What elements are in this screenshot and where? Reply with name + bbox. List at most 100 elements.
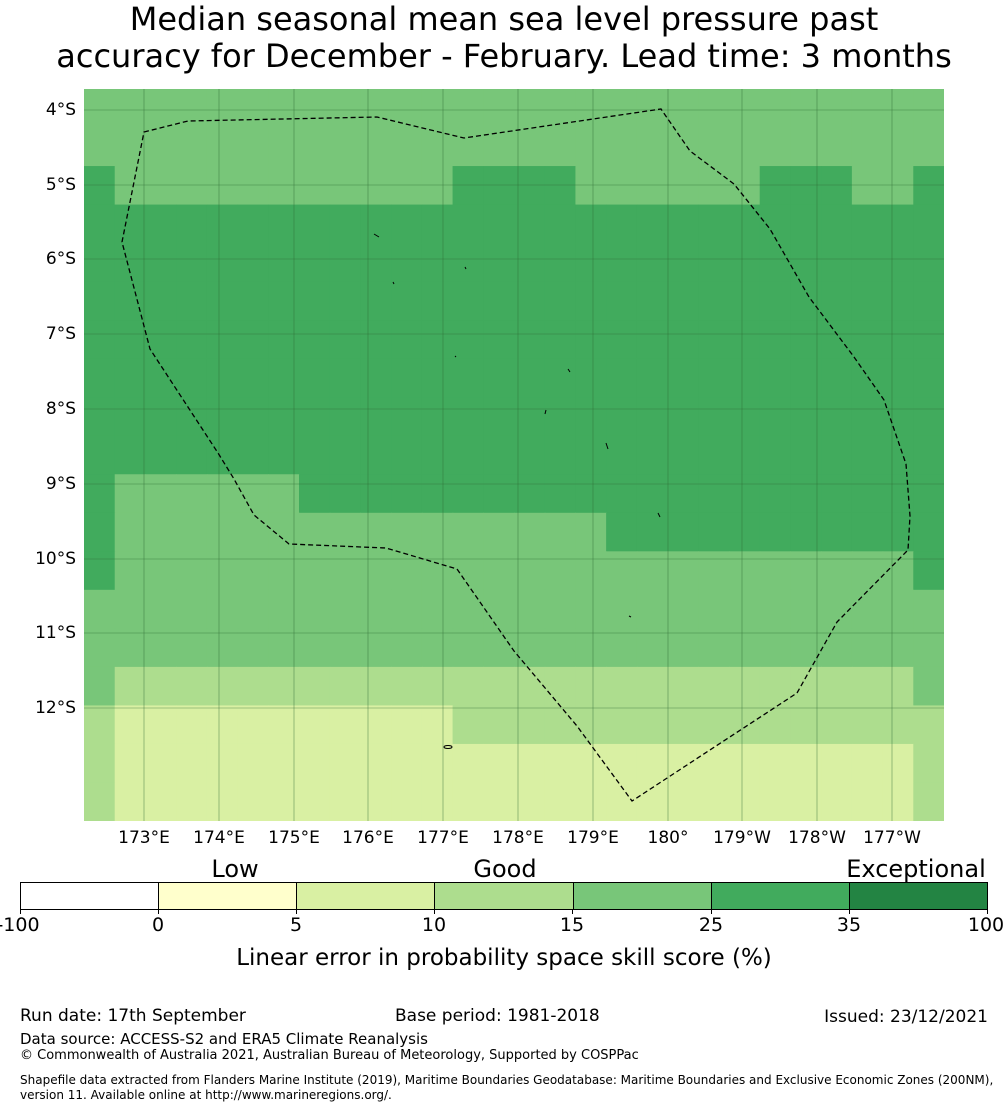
skill-cell [145, 743, 177, 784]
skill-cell [913, 551, 944, 591]
skill-cell [391, 204, 423, 244]
issued-date: Issued: 23/12/2021 [824, 1007, 988, 1027]
skill-cell [544, 743, 577, 784]
skill-cell [421, 705, 454, 745]
skill-cell [237, 435, 269, 475]
skill-cell [851, 281, 884, 321]
skill-cell [759, 628, 792, 668]
skill-cell [606, 281, 638, 321]
skill-cell [329, 204, 362, 244]
skill-cell [636, 589, 669, 629]
skill-cell [268, 474, 300, 514]
skill-cell [421, 320, 454, 360]
skill-cell [636, 358, 669, 398]
colorbar-segment [573, 883, 712, 909]
skill-cell [606, 435, 638, 475]
skill-cell [851, 89, 884, 129]
skill-cell [329, 320, 362, 360]
skill-cell [268, 589, 300, 629]
skill-cell [575, 127, 607, 167]
skill-cell [145, 782, 177, 821]
skill-cell [667, 551, 699, 591]
skill-cell [606, 666, 638, 707]
skill-cell [360, 474, 392, 514]
skill-cell [514, 397, 546, 437]
skill-cell [729, 358, 761, 398]
skill-cell [360, 243, 392, 283]
skill-cell [759, 474, 792, 514]
skill-cell [268, 397, 300, 437]
skill-cell [421, 551, 454, 591]
skill-cell [391, 320, 423, 360]
island [373, 233, 380, 238]
skill-cell [790, 281, 822, 321]
skill-cell [514, 551, 546, 591]
skill-cell [206, 589, 239, 629]
skill-cell [575, 551, 607, 591]
skill-cell [145, 397, 177, 437]
lon-label: 177°W [863, 828, 921, 848]
skill-cell [145, 435, 177, 475]
skill-cell [237, 358, 269, 398]
skill-cell [544, 243, 577, 283]
island [628, 615, 632, 618]
skill-cell [851, 243, 884, 283]
skill-cell [729, 204, 761, 244]
skill-cell [698, 666, 730, 707]
skill-cell [299, 204, 331, 244]
skill-cell [483, 204, 515, 244]
skill-cell [636, 474, 669, 514]
skill-cell [360, 512, 392, 552]
skill-cell [606, 589, 638, 629]
skill-cell [329, 358, 362, 398]
skill-cell [237, 243, 269, 283]
skill-cell [391, 743, 423, 784]
skill-cell [452, 281, 484, 321]
skill-cell [575, 320, 607, 360]
skill-cell [514, 589, 546, 629]
island [605, 442, 609, 450]
skill-cell [575, 166, 607, 206]
colorbar-tick [20, 909, 21, 914]
skill-cell [759, 127, 792, 167]
skill-cell [698, 281, 730, 321]
skill-cell [114, 281, 147, 321]
skill-cell [206, 127, 239, 167]
skill-cell [299, 320, 331, 360]
skill-cell [391, 397, 423, 437]
skill-cell [329, 435, 362, 475]
skill-cell [759, 512, 792, 552]
skill-cell [268, 512, 300, 552]
colorbar-tick-label: 5 [289, 914, 303, 936]
skill-cell [851, 204, 884, 244]
skill-cell [176, 666, 208, 707]
skill-cell [421, 281, 454, 321]
skill-cell [882, 743, 914, 784]
skill-cell [851, 435, 884, 475]
skill-cell [452, 397, 484, 437]
colorbar-tick-label: -100 [0, 914, 40, 936]
island [657, 512, 661, 518]
skill-cell [206, 166, 239, 206]
colorbar-tick [849, 909, 850, 914]
skill-cell [84, 743, 116, 784]
skill-cell [84, 435, 116, 475]
skill-cell [882, 204, 914, 244]
skill-cell [759, 397, 792, 437]
skill-cell [237, 397, 269, 437]
skill-cell [606, 204, 638, 244]
skill-grid [84, 89, 944, 821]
lat-label: 9°S [45, 474, 76, 494]
skill-cell [391, 705, 423, 745]
skill-cell [360, 743, 392, 784]
skill-cell [452, 628, 484, 668]
skill-cell [913, 512, 944, 552]
skill-cell [452, 435, 484, 475]
category-exceptional: Exceptional [846, 855, 986, 883]
skill-cell [421, 628, 454, 668]
skill-cell [729, 743, 761, 784]
skill-cell [544, 204, 577, 244]
skill-cell [84, 551, 116, 591]
skill-cell [698, 320, 730, 360]
skill-cell [237, 743, 269, 784]
